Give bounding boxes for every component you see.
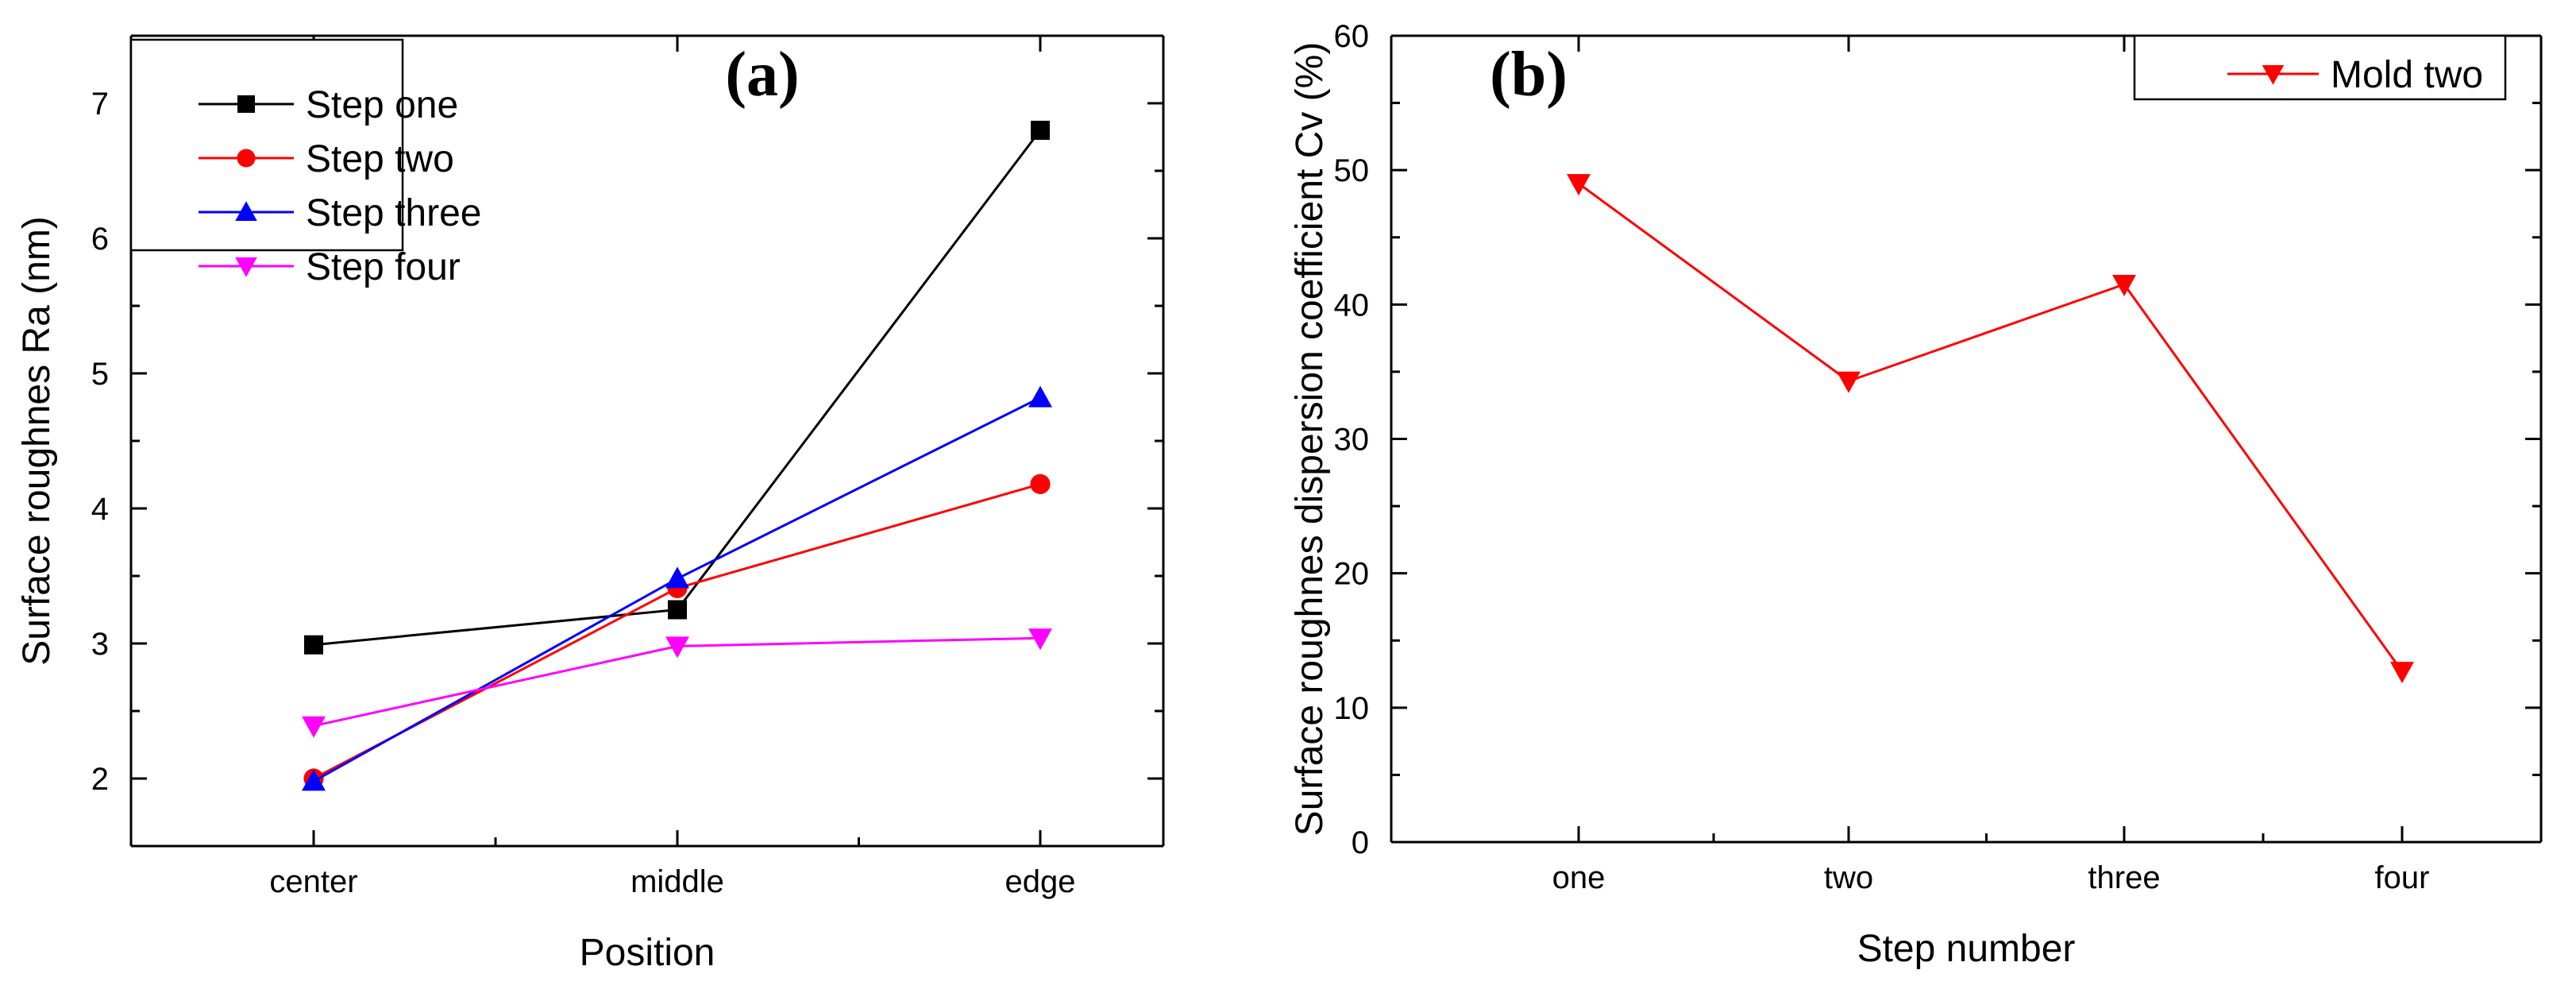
legend-label: Step one	[306, 84, 458, 126]
legend-label: Step two	[306, 138, 454, 180]
data-point	[665, 636, 689, 659]
x-tick-label: edge	[1005, 864, 1076, 899]
data-point	[1837, 371, 1861, 393]
legend-label: Step four	[306, 246, 461, 288]
data-point	[1031, 121, 1050, 140]
series-line	[1578, 182, 2404, 673]
data-point	[1028, 628, 1052, 651]
x-tick-label: center	[269, 864, 357, 899]
legend-marker	[237, 95, 255, 113]
y-axis-title: Surface roughnes Ra (nm)	[16, 216, 58, 666]
chart-panel-a: 2 3 4 5 6 7 center middle edge Position Surface ro…	[16, 34, 1165, 974]
legend-box	[2133, 34, 2507, 101]
panel-label: (b)	[1490, 40, 1568, 110]
data-point	[2112, 274, 2136, 296]
y-tick-label: 4	[91, 492, 109, 527]
x-tick-label: four	[2375, 860, 2430, 895]
x-axis-title: Step number	[1857, 928, 2076, 970]
data-point	[1567, 174, 1591, 196]
y-tick-label: 7	[91, 87, 109, 122]
data-point	[304, 635, 323, 655]
y-tick-label: 30	[1334, 423, 1370, 458]
legend-marker	[2262, 65, 2285, 85]
legend-marker	[237, 149, 256, 168]
x-tick-label: middle	[631, 864, 724, 899]
x-tick-label: one	[1552, 860, 1606, 895]
legend-label: Step three	[306, 192, 481, 234]
data-point	[1028, 385, 1052, 408]
data-point	[302, 716, 326, 738]
legend-marker	[235, 201, 257, 221]
legend-box	[129, 38, 404, 252]
x-tick-label: two	[1824, 860, 1873, 895]
y-tick-label: 6	[91, 222, 109, 257]
legend-label: Mold two	[2331, 54, 2483, 96]
y-tick-label: 2	[91, 762, 109, 797]
y-tick-label: 0	[1352, 825, 1369, 860]
data-point	[1030, 473, 1051, 495]
y-tick-label: 50	[1334, 153, 1370, 188]
data-point	[665, 566, 689, 589]
x-tick-label: three	[2088, 860, 2160, 895]
series-line	[313, 482, 1041, 780]
panel-label: (a)	[725, 40, 799, 110]
y-tick-label: 20	[1334, 557, 1370, 592]
x-axis-title: Position	[580, 932, 715, 974]
data-point	[668, 600, 687, 620]
legend-marker	[235, 257, 257, 277]
y-axis-title: Surface roughnes dispersion coefficient …	[1289, 42, 1331, 837]
data-point	[2390, 662, 2414, 684]
data-point	[302, 769, 326, 791]
y-tick-label: 40	[1334, 288, 1370, 323]
y-tick-label: 60	[1334, 19, 1370, 54]
y-tick-label: 3	[91, 627, 109, 662]
y-tick-label: 10	[1334, 691, 1370, 726]
y-tick-label: 5	[91, 357, 109, 392]
chart-panel-b: 0 10 20 30 40 50 60 one two three four Step number S…	[1289, 19, 2543, 970]
